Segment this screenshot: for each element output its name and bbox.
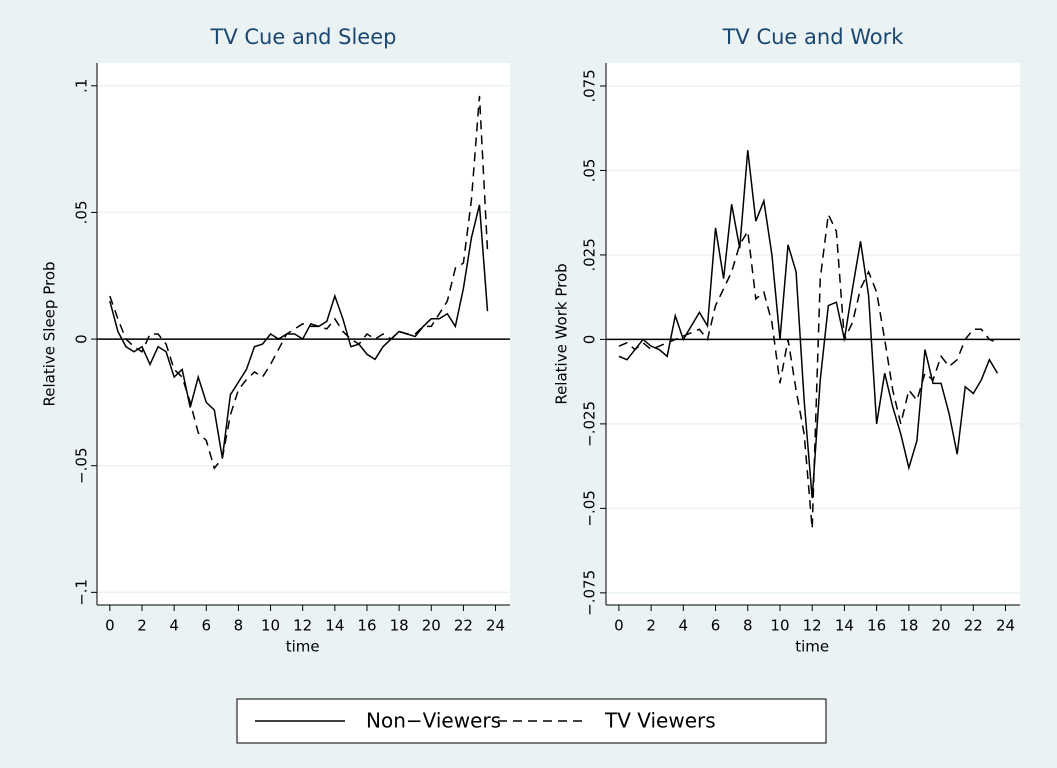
x-tick-label: 14 bbox=[835, 617, 854, 635]
x-tick-label: 0 bbox=[105, 617, 115, 635]
y-tick-label: .1 bbox=[73, 79, 91, 93]
x-tick-label: 24 bbox=[486, 617, 505, 635]
x-axis-label: time bbox=[286, 638, 320, 656]
x-tick-label: 2 bbox=[646, 617, 656, 635]
x-tick-label: 10 bbox=[770, 617, 789, 635]
x-tick-label: 24 bbox=[996, 617, 1015, 635]
x-tick-label: 22 bbox=[964, 617, 983, 635]
x-tick-label: 10 bbox=[261, 617, 280, 635]
plot-area bbox=[97, 63, 510, 605]
y-tick-label: 0 bbox=[581, 335, 599, 345]
y-tick-label: .05 bbox=[73, 201, 91, 225]
x-tick-label: 14 bbox=[325, 617, 344, 635]
x-tick-label: 4 bbox=[679, 617, 689, 635]
x-tick-label: 2 bbox=[137, 617, 147, 635]
x-tick-label: 4 bbox=[169, 617, 179, 635]
series-line bbox=[618, 150, 999, 499]
x-tick-label: 16 bbox=[357, 617, 376, 635]
x-tick-label: 20 bbox=[422, 617, 441, 635]
x-tick-label: 22 bbox=[454, 617, 473, 635]
y-tick-label: −.075 bbox=[581, 570, 599, 616]
y-axis-label: Relative Work Prob bbox=[553, 263, 571, 404]
x-tick-label: 6 bbox=[202, 617, 212, 635]
x-axis-label: time bbox=[795, 638, 829, 656]
x-tick-label: 18 bbox=[899, 617, 918, 635]
y-axis-label: Relative Sleep Prob bbox=[41, 261, 59, 406]
legend-label: Non−Viewers bbox=[366, 709, 501, 733]
y-tick-label: −.1 bbox=[73, 579, 91, 606]
x-tick-label: 12 bbox=[293, 617, 312, 635]
x-tick-label: 12 bbox=[803, 617, 822, 635]
series-line bbox=[109, 95, 489, 470]
y-tick-label: −.05 bbox=[581, 490, 599, 526]
y-tick-label: .075 bbox=[581, 69, 599, 102]
legend-label: TV Viewers bbox=[604, 709, 716, 733]
chart-title: TV Cue and Sleep bbox=[210, 25, 397, 49]
x-tick-label: 0 bbox=[614, 617, 624, 635]
y-tick-label: .05 bbox=[581, 159, 599, 183]
y-tick-label: .025 bbox=[581, 238, 599, 271]
x-tick-label: 8 bbox=[234, 617, 244, 635]
x-tick-label: 8 bbox=[743, 617, 753, 635]
x-tick-label: 16 bbox=[867, 617, 886, 635]
x-tick-label: 6 bbox=[711, 617, 721, 635]
series-line bbox=[109, 204, 489, 459]
y-tick-label: 0 bbox=[73, 334, 91, 344]
x-tick-label: 18 bbox=[390, 617, 409, 635]
x-tick-label: 20 bbox=[932, 617, 951, 635]
y-tick-label: −.05 bbox=[73, 447, 91, 483]
chart-title: TV Cue and Work bbox=[722, 25, 905, 49]
plot-area bbox=[606, 63, 1020, 605]
y-tick-label: −.025 bbox=[581, 401, 599, 447]
